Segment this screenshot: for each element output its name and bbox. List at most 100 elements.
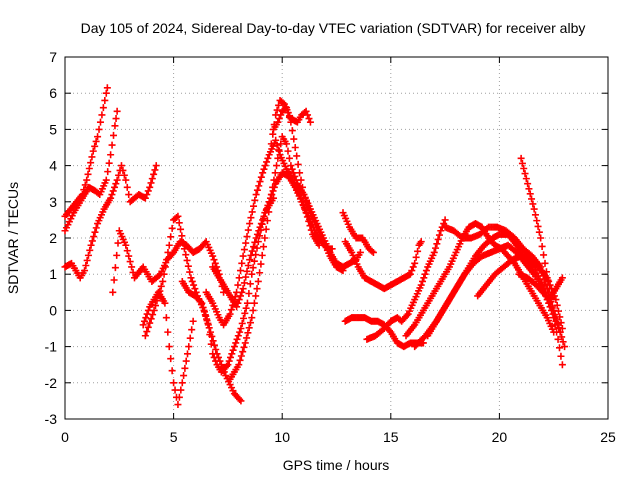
data-point bbox=[187, 274, 195, 282]
data-point bbox=[441, 216, 449, 224]
data-point bbox=[264, 201, 272, 209]
data-point bbox=[537, 234, 545, 242]
data-point bbox=[175, 393, 183, 401]
data-point bbox=[211, 259, 219, 267]
data-point bbox=[147, 179, 155, 187]
data-point bbox=[287, 118, 295, 126]
data-point bbox=[185, 343, 193, 351]
data-point bbox=[531, 211, 539, 219]
data-point bbox=[242, 239, 250, 247]
data-point bbox=[254, 277, 262, 285]
data-point bbox=[94, 133, 102, 141]
data-point bbox=[248, 314, 256, 322]
data-point bbox=[202, 312, 210, 320]
data-point bbox=[235, 361, 243, 369]
data-point bbox=[180, 245, 188, 253]
data-point bbox=[250, 257, 258, 265]
data-point bbox=[146, 183, 154, 191]
data-point bbox=[284, 147, 292, 155]
data-point bbox=[275, 147, 283, 155]
data-point bbox=[203, 317, 211, 325]
data-point bbox=[174, 401, 182, 409]
data-point bbox=[248, 270, 256, 278]
data-point bbox=[109, 288, 117, 296]
data-point bbox=[227, 306, 235, 314]
data-point bbox=[257, 260, 265, 268]
data-point bbox=[88, 237, 96, 245]
data-point bbox=[108, 141, 116, 149]
data-point bbox=[291, 172, 299, 180]
data-point bbox=[237, 397, 245, 405]
data-point bbox=[433, 240, 441, 248]
data-point bbox=[273, 141, 281, 149]
grid-lines bbox=[65, 57, 608, 419]
data-point bbox=[224, 361, 232, 369]
data-point bbox=[249, 264, 257, 272]
data-point bbox=[120, 171, 128, 179]
data-point bbox=[517, 154, 525, 162]
data-point bbox=[243, 233, 251, 241]
data-point bbox=[151, 166, 159, 174]
data-point bbox=[98, 111, 106, 119]
data-point bbox=[264, 154, 272, 162]
data-point bbox=[257, 220, 265, 228]
data-point bbox=[236, 292, 244, 300]
data-point bbox=[256, 269, 264, 277]
data-point bbox=[305, 205, 313, 213]
data-point bbox=[88, 153, 96, 161]
data-point bbox=[206, 331, 214, 339]
data-point bbox=[111, 122, 119, 130]
data-point bbox=[117, 162, 125, 170]
data-point bbox=[248, 208, 256, 216]
data-point bbox=[236, 356, 244, 364]
data-point bbox=[555, 344, 563, 352]
data-point bbox=[240, 343, 248, 351]
data-point bbox=[526, 190, 534, 198]
data-point bbox=[245, 324, 253, 332]
data-point bbox=[420, 274, 428, 282]
data-point bbox=[230, 343, 238, 351]
data-point bbox=[149, 311, 157, 319]
data-point bbox=[140, 317, 148, 325]
data-point bbox=[178, 232, 186, 240]
data-point bbox=[210, 256, 218, 264]
data-point bbox=[548, 304, 556, 312]
data-point bbox=[250, 243, 258, 251]
data-point bbox=[258, 251, 266, 259]
data-point bbox=[212, 357, 220, 365]
data-point bbox=[156, 287, 164, 295]
data-point bbox=[417, 281, 425, 289]
data-point bbox=[534, 222, 542, 230]
x-tick-label: 15 bbox=[383, 429, 399, 445]
data-point bbox=[250, 202, 258, 210]
data-point bbox=[184, 262, 192, 270]
data-point bbox=[556, 313, 564, 321]
x-tick-labels: 0 5 10 15 20 25 bbox=[61, 429, 616, 445]
data-point bbox=[179, 238, 187, 246]
data-point bbox=[143, 328, 151, 336]
data-point bbox=[86, 246, 94, 254]
data-point bbox=[109, 187, 117, 195]
data-point bbox=[240, 314, 248, 322]
data-point bbox=[261, 234, 269, 242]
data-point bbox=[559, 338, 567, 346]
data-point bbox=[238, 288, 246, 296]
data-marks bbox=[61, 84, 569, 409]
data-point bbox=[251, 238, 259, 246]
data-point bbox=[283, 104, 291, 112]
data-point bbox=[112, 180, 120, 188]
data-point bbox=[161, 263, 169, 271]
data-point bbox=[153, 297, 161, 305]
data-point bbox=[253, 285, 261, 293]
data-point bbox=[207, 340, 215, 348]
data-point bbox=[226, 310, 234, 318]
data-point bbox=[249, 306, 257, 314]
data-point bbox=[199, 304, 207, 312]
data-point bbox=[525, 185, 533, 193]
data-point bbox=[269, 187, 277, 195]
data-point bbox=[107, 194, 115, 202]
series-arc-12 bbox=[270, 104, 347, 275]
y-tick-label: -1 bbox=[45, 339, 58, 355]
data-point bbox=[172, 213, 180, 221]
